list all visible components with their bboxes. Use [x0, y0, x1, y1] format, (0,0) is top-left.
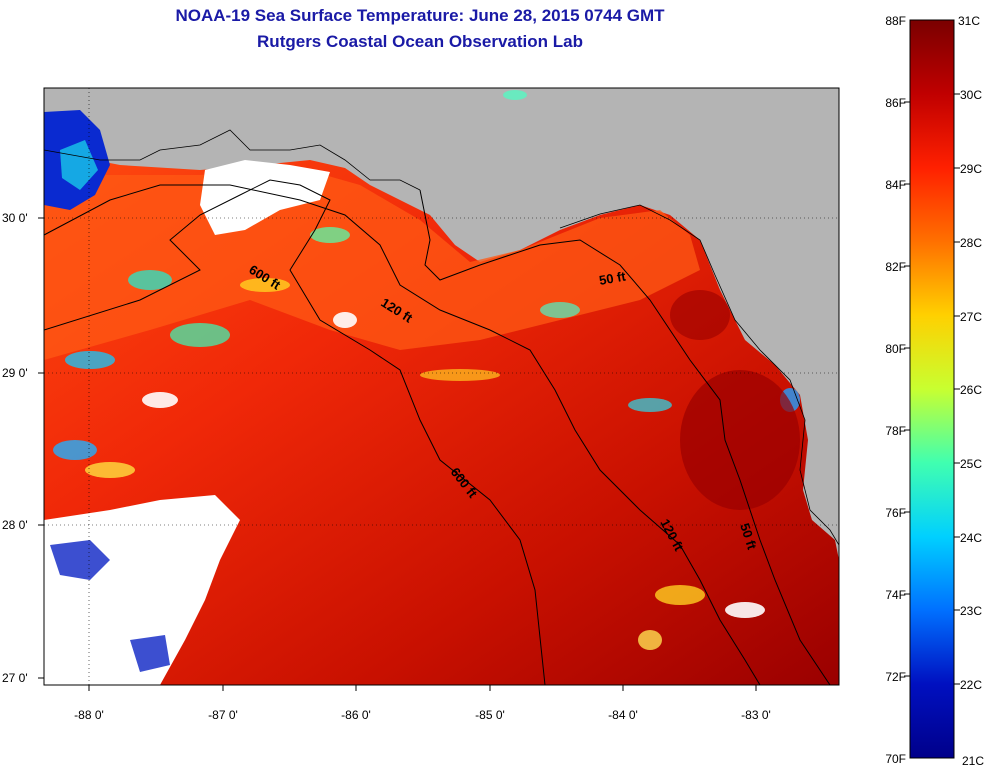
colorbar-f-labels: 88F 86F 84F 82F 80F 78F 76F 74F 72F 70F — [885, 14, 906, 766]
lat-label: 30 0' — [2, 211, 28, 225]
cloud-southwest — [44, 495, 240, 685]
colorbar-ticks — [904, 93, 960, 685]
f-label: 76F — [885, 506, 906, 520]
cloud-edge-patches — [53, 90, 800, 650]
f-label: 70F — [885, 752, 906, 766]
c-label: 23C — [960, 604, 982, 618]
f-label: 88F — [885, 14, 906, 28]
contour-label-50ft-north: 50 ft — [598, 268, 628, 288]
warm-core-north — [670, 290, 730, 340]
f-label: 84F — [885, 178, 906, 192]
lon-label: -87 0' — [208, 708, 238, 722]
axis-ticks — [38, 217, 757, 691]
map-subtitle: Rutgers Coastal Ocean Observation Lab — [257, 32, 583, 51]
c-label: 25C — [960, 457, 982, 471]
c-label: 22C — [960, 678, 982, 692]
c-label: 26C — [960, 383, 982, 397]
lat-label: 28 0' — [2, 518, 28, 532]
contour-120ft — [44, 184, 761, 685]
depth-contours — [44, 179, 831, 685]
cold-patch-sw — [50, 540, 110, 580]
colorbar-c-labels: 31C 30C 29C 28C 27C 26C 25C 24C 23C 22C … — [958, 14, 984, 768]
c-label: 21C — [962, 754, 984, 768]
lon-label: -86 0' — [341, 708, 371, 722]
latitude-labels: 30 0' 29 0' 28 0' 27 0' — [2, 211, 28, 685]
c-label: 27C — [960, 310, 982, 324]
cool-patch-nw — [60, 140, 98, 190]
warm-core-region — [680, 370, 800, 510]
c-label: 24C — [960, 531, 982, 545]
f-label: 74F — [885, 588, 906, 602]
graticule — [44, 88, 839, 685]
contour-50ft — [419, 189, 831, 685]
longitude-labels: -88 0' -87 0' -86 0' -85 0' -84 0' -83 0… — [74, 708, 771, 722]
f-label: 82F — [885, 260, 906, 274]
contour-600ft — [44, 179, 546, 685]
coastline — [44, 129, 839, 546]
lon-label: -83 0' — [741, 708, 771, 722]
c-label: 29C — [960, 162, 982, 176]
lon-label: -84 0' — [608, 708, 638, 722]
lon-label: -85 0' — [475, 708, 505, 722]
f-label: 78F — [885, 424, 906, 438]
cloud-mobile-bay — [200, 160, 330, 235]
lon-label: -88 0' — [74, 708, 104, 722]
c-label: 28C — [960, 236, 982, 250]
lat-label: 29 0' — [2, 366, 28, 380]
c-label: 30C — [960, 88, 982, 102]
map-frame — [43, 87, 840, 686]
cold-patch-sw-2 — [130, 635, 170, 672]
lat-label: 27 0' — [2, 671, 28, 685]
f-label: 86F — [885, 96, 906, 110]
f-label: 72F — [885, 670, 906, 684]
f-label: 80F — [885, 342, 906, 356]
colorbar — [909, 19, 955, 759]
map-title: NOAA-19 Sea Surface Temperature: June 28… — [175, 6, 665, 25]
c-label: 31C — [958, 14, 980, 28]
